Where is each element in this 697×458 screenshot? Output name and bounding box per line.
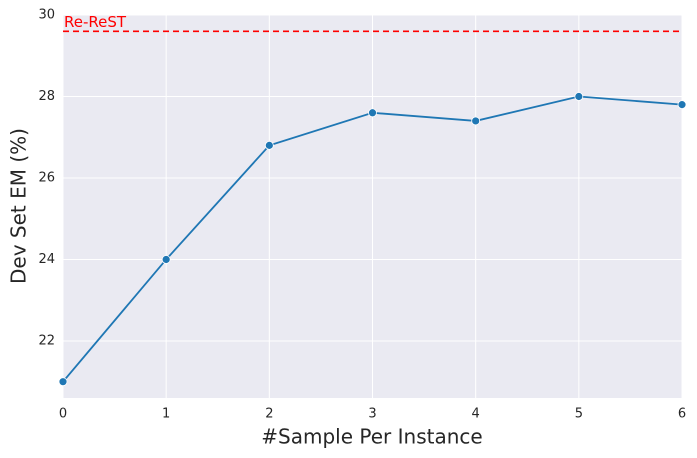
reference-label: Re-ReST	[64, 13, 127, 31]
y-tick-label: 26	[38, 170, 55, 185]
data-point	[677, 100, 687, 110]
x-tick-label: 3	[368, 407, 376, 422]
x-tick-label: 2	[265, 407, 273, 422]
data-point	[368, 108, 377, 118]
y-tick-label: 24	[38, 252, 55, 267]
y-axis-label: Dev Set EM (%)	[7, 128, 31, 284]
x-axis-label: #Sample Per Instance	[261, 425, 482, 449]
x-tick-label: 0	[59, 407, 67, 422]
x-tick-label: 1	[162, 407, 170, 422]
data-point	[58, 377, 68, 387]
data-point	[161, 255, 171, 264]
y-tick-label: 28	[38, 89, 55, 104]
x-tick-label: 5	[575, 407, 583, 422]
data-point	[471, 116, 481, 126]
x-tick-label: 6	[678, 407, 686, 422]
y-tick-label: 30	[38, 8, 55, 23]
data-point	[264, 140, 274, 150]
y-tick-label: 22	[38, 333, 55, 348]
data-point	[574, 92, 584, 101]
x-tick-label: 4	[472, 407, 480, 422]
